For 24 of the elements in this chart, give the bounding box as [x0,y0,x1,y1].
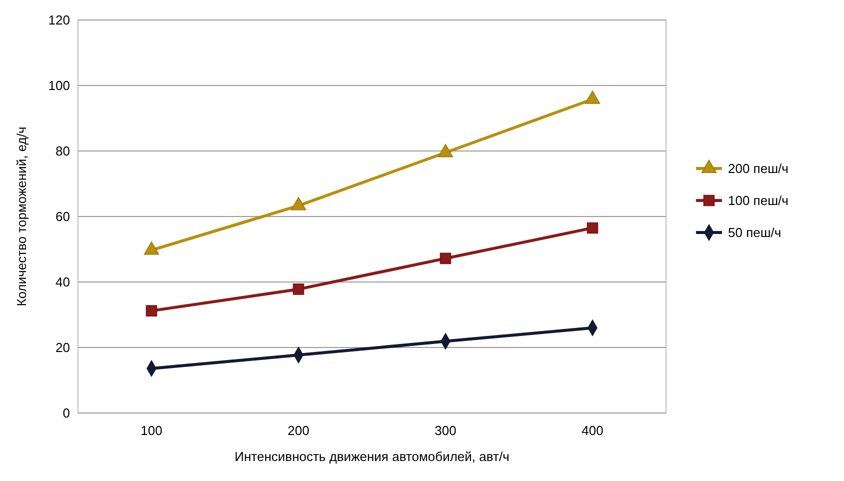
point [586,222,598,234]
y-tick-label: 80 [56,144,70,159]
x-tick-label: 100 [140,423,162,438]
y-tick-label: 40 [56,274,70,290]
y-tick-label: 20 [56,340,70,356]
legend-label: 200 пеш/ч [728,161,788,176]
y-axis-title: Количество торможений, ед/ч [14,126,29,306]
y-tick-label: 60 [56,209,70,224]
point [290,196,306,210]
point [144,242,160,255]
point [146,305,158,316]
point [292,284,304,295]
y-tick-label: 120 [48,12,70,28]
x-tick-label: 300 [434,423,456,438]
x-axis-title: Интенсивность движения автомобилей, авт/ч [234,449,510,464]
point [440,252,452,264]
point [438,144,454,158]
x-tick-label: 200 [288,423,310,438]
y-tick-label: 100 [48,78,70,94]
legend-label: 50 пеш/ч [728,225,782,240]
legend-label: 100 пеш/ч [728,193,788,208]
point [584,90,600,104]
y-tick-label: 0 [62,406,70,421]
x-tick-label: 400 [582,423,604,438]
